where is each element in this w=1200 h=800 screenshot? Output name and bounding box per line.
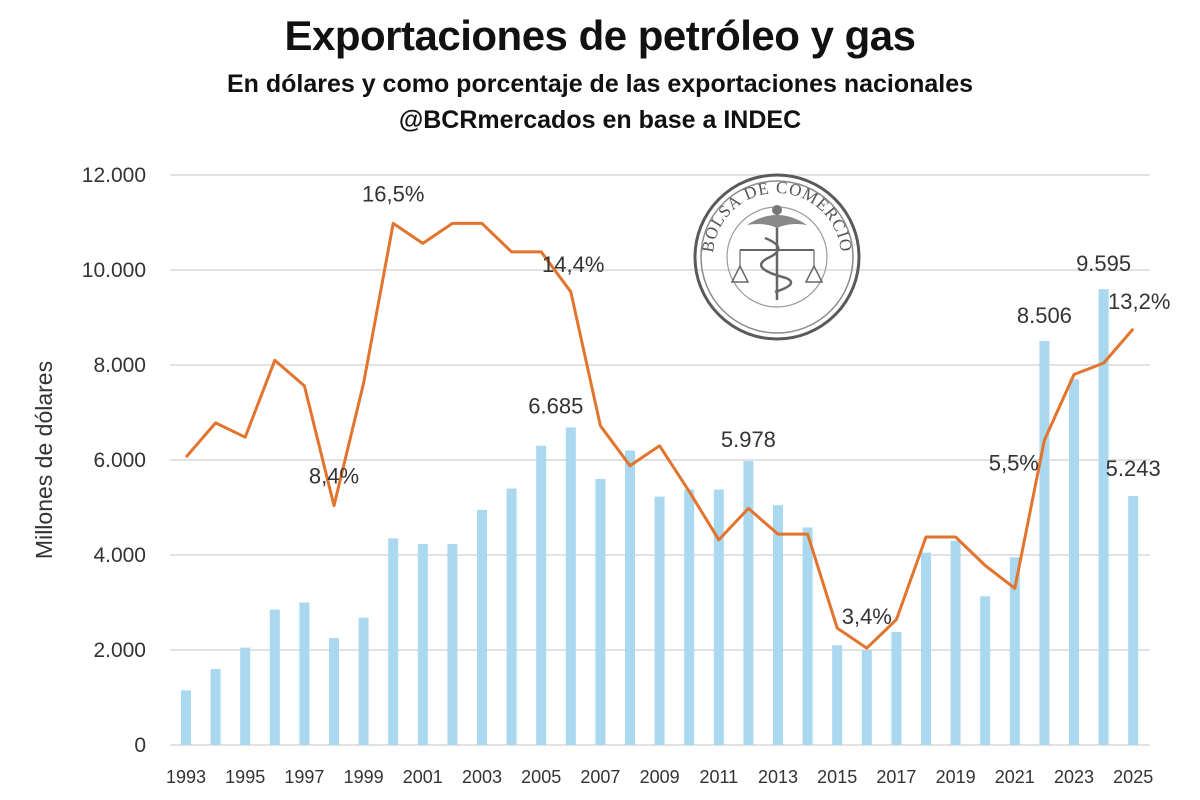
bar [595,479,606,745]
bar [210,669,221,745]
bar [684,489,695,745]
data-label: 6.685 [528,393,583,418]
bar [832,645,843,745]
data-label: 16,5% [362,181,424,206]
y-axis-label: Millones de dólares [31,361,57,559]
bar [565,427,576,745]
bar [181,690,191,745]
bar [950,540,961,745]
data-label: 14,4% [542,252,604,277]
bar [388,538,399,745]
data-label: 5.243 [1106,456,1161,481]
x-tick-label: 1993 [166,767,206,787]
x-tick-label: 2023 [1054,767,1094,787]
y-tick-label: 4.000 [93,544,146,567]
y-tick-label: 6.000 [93,449,146,472]
bar [417,544,428,745]
bar [921,552,931,745]
chart-subtitle: En dólares y como porcentaje de las expo… [226,70,974,98]
bar [654,496,665,745]
x-tick-label: 2011 [699,767,738,787]
x-tick-label: 2021 [995,767,1035,787]
x-axis-ticks: 1993 1995 1997 1999 2001 2003 2005 2007 2009 2011… [166,767,1153,787]
x-tick-label: 2003 [462,767,502,787]
x-tick-label: 2009 [640,767,680,787]
data-label: 9.595 [1076,251,1131,276]
data-label: 5,5% [989,450,1039,475]
y-tick-label: 2.000 [93,639,146,662]
x-tick-label: 2025 [1113,767,1153,787]
x-tick-label: 2007 [580,767,620,787]
y-tick-label: 12.000 [82,164,146,187]
chart-source: @BCRmercados en base a INDEC [398,106,802,134]
x-tick-label: 2015 [817,767,857,787]
y-tick-label: 10.000 [82,259,146,282]
bar [802,527,813,745]
bar [329,638,339,745]
x-tick-label: 2013 [758,767,798,787]
bar [625,450,635,745]
data-label: 5.978 [721,427,776,452]
bar [299,602,310,745]
bar [240,647,251,745]
x-tick-label: 2001 [403,767,443,787]
bar [358,617,369,745]
bar [980,596,991,745]
x-tick-label: 1997 [284,767,324,787]
bar [861,650,872,745]
y-tick-label: 0 [134,734,146,757]
percent-line [184,221,1135,650]
bar [891,631,902,745]
y-tick-label: 8.000 [93,354,146,377]
data-label: 8,4% [309,464,359,489]
bar [1039,340,1050,745]
bar [477,509,487,745]
x-tick-label: 1999 [344,767,384,787]
data-labels: 8,4% 16,5% 14,4% 3,4% 5,5% 13,2% 6.685 5.978 8.5… [309,181,1170,629]
bar [1098,289,1109,745]
bar [447,544,458,745]
bar [1128,495,1139,745]
chart-title: Exportaciones de petróleo y gas [284,12,916,59]
data-label: 13,2% [1108,289,1170,314]
bar [506,488,517,745]
bar [743,461,754,745]
bar [1069,379,1079,745]
y-axis-ticks: 0 2.000 4.000 6.000 8.000 10.000 12.000 [82,164,146,757]
bar [713,489,724,745]
bar [536,445,547,745]
bar [1009,557,1020,745]
data-label: 8.506 [1017,303,1072,328]
x-tick-label: 2005 [521,767,561,787]
bar [773,505,783,745]
bar-series [181,289,1139,745]
x-tick-label: 1995 [225,767,265,787]
x-tick-label: 2017 [876,767,916,787]
bar [269,609,280,745]
x-tick-label: 2019 [936,767,976,787]
data-label: 3,4% [842,604,892,629]
svg-text:BOLSA DE COMERCIO DE ROSARIO: BOLSA DE COMERCIO DE ROSARIO [0,0,856,258]
